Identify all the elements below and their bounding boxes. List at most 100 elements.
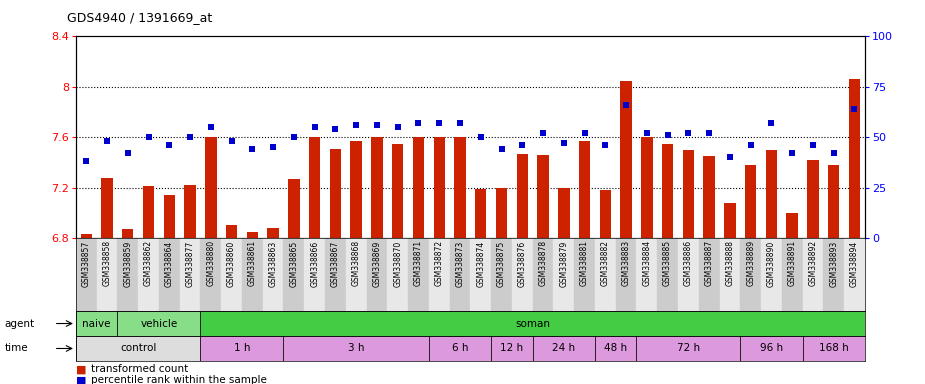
- Text: GSM338880: GSM338880: [206, 240, 216, 286]
- Bar: [76, 336, 201, 361]
- Text: GSM338893: GSM338893: [829, 240, 838, 286]
- Point: [307, 124, 322, 130]
- Point: [432, 120, 447, 126]
- Point: [265, 144, 280, 151]
- Bar: [366, 238, 388, 311]
- Text: GSM338884: GSM338884: [642, 240, 651, 286]
- Point: [722, 154, 737, 161]
- Point: [639, 130, 654, 136]
- Bar: [782, 238, 803, 311]
- Point: [162, 142, 177, 149]
- Text: GSM338882: GSM338882: [601, 240, 610, 286]
- Text: GSM338861: GSM338861: [248, 240, 257, 286]
- Bar: [720, 238, 740, 311]
- Text: GSM338863: GSM338863: [268, 240, 278, 286]
- Point: [598, 142, 612, 149]
- Text: GSM338871: GSM338871: [414, 240, 423, 286]
- Text: GSM338869: GSM338869: [373, 240, 381, 286]
- Text: GSM338874: GSM338874: [476, 240, 486, 286]
- Bar: [429, 336, 491, 361]
- Text: GSM338872: GSM338872: [435, 240, 444, 286]
- Bar: [745, 165, 757, 238]
- Bar: [512, 238, 533, 311]
- Point: [369, 122, 384, 128]
- Text: time: time: [5, 343, 29, 354]
- Text: ■: ■: [76, 364, 86, 374]
- Bar: [761, 238, 782, 311]
- Bar: [263, 238, 283, 311]
- Bar: [766, 150, 777, 238]
- Point: [619, 102, 634, 108]
- Bar: [849, 79, 860, 238]
- Bar: [553, 238, 574, 311]
- Text: GSM338877: GSM338877: [186, 240, 194, 286]
- Bar: [658, 238, 678, 311]
- Bar: [683, 150, 694, 238]
- Bar: [537, 155, 549, 238]
- Bar: [595, 238, 616, 311]
- Text: ■: ■: [76, 375, 86, 384]
- Bar: [491, 336, 533, 361]
- Bar: [96, 238, 117, 311]
- Bar: [371, 137, 383, 238]
- Text: GSM338878: GSM338878: [538, 240, 548, 286]
- Text: transformed count: transformed count: [91, 364, 188, 374]
- Text: naive: naive: [82, 318, 111, 329]
- Bar: [491, 238, 512, 311]
- Bar: [558, 188, 570, 238]
- Point: [224, 138, 239, 144]
- Bar: [823, 238, 845, 311]
- Text: GSM338858: GSM338858: [103, 240, 112, 286]
- Text: GSM338890: GSM338890: [767, 240, 776, 286]
- Bar: [595, 336, 636, 361]
- Text: GSM338881: GSM338881: [580, 240, 589, 286]
- Text: 72 h: 72 h: [677, 343, 700, 354]
- Text: GSM338889: GSM338889: [746, 240, 755, 286]
- Point: [702, 130, 717, 136]
- Point: [182, 134, 197, 141]
- Bar: [641, 137, 652, 238]
- Text: GSM338860: GSM338860: [227, 240, 236, 286]
- Text: 48 h: 48 h: [604, 343, 627, 354]
- Point: [536, 130, 550, 136]
- Text: GSM338865: GSM338865: [290, 240, 299, 286]
- Bar: [636, 336, 740, 361]
- Bar: [289, 179, 300, 238]
- Bar: [346, 238, 366, 311]
- Text: GSM338894: GSM338894: [850, 240, 859, 286]
- Text: GSM338867: GSM338867: [331, 240, 339, 286]
- Bar: [184, 185, 196, 238]
- Point: [764, 120, 779, 126]
- Text: vehicle: vehicle: [141, 318, 178, 329]
- Text: 96 h: 96 h: [759, 343, 783, 354]
- Bar: [164, 195, 175, 238]
- Bar: [351, 141, 362, 238]
- Text: GSM338891: GSM338891: [788, 240, 796, 286]
- Bar: [283, 238, 304, 311]
- Text: GSM338870: GSM338870: [393, 240, 402, 286]
- Text: GSM338876: GSM338876: [518, 240, 526, 286]
- Text: control: control: [120, 343, 156, 354]
- Text: 1 h: 1 h: [234, 343, 250, 354]
- Bar: [808, 160, 819, 238]
- Bar: [475, 189, 487, 238]
- Bar: [179, 238, 201, 311]
- Bar: [76, 238, 96, 311]
- Bar: [828, 165, 840, 238]
- Bar: [101, 177, 113, 238]
- Bar: [803, 336, 865, 361]
- Text: GSM338888: GSM338888: [725, 240, 734, 286]
- Text: GSM338885: GSM338885: [663, 240, 672, 286]
- Point: [847, 106, 862, 112]
- Point: [806, 142, 820, 149]
- Point: [452, 120, 467, 126]
- Bar: [142, 186, 154, 238]
- Bar: [845, 238, 865, 311]
- Bar: [740, 336, 803, 361]
- Bar: [159, 238, 179, 311]
- Point: [287, 134, 302, 141]
- Bar: [574, 238, 595, 311]
- Text: 168 h: 168 h: [819, 343, 848, 354]
- Bar: [392, 144, 403, 238]
- Bar: [533, 238, 553, 311]
